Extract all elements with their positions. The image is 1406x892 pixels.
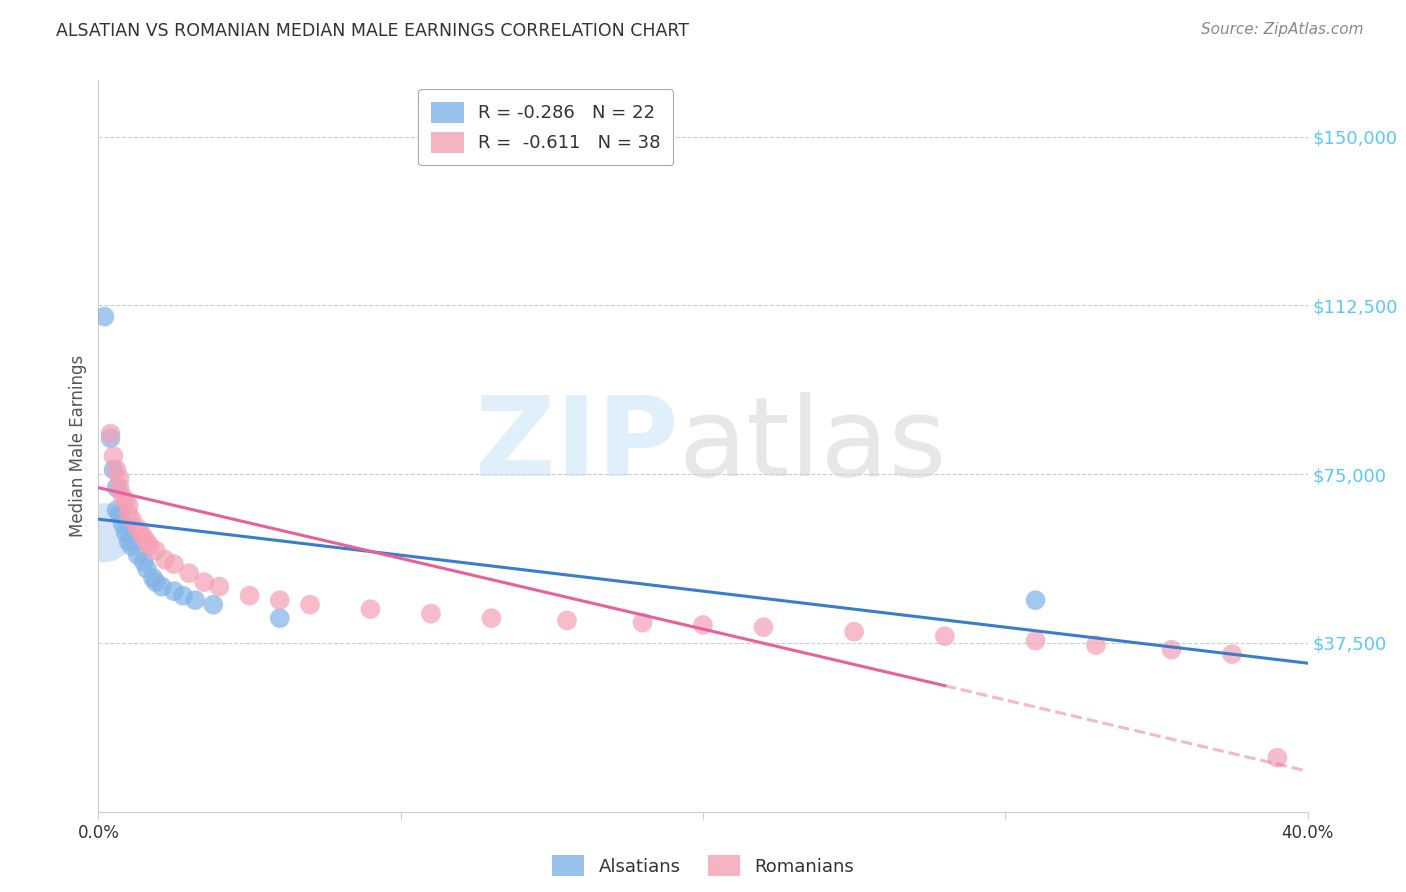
Point [127,521,149,535]
Legend: Alsatians, Romanians: Alsatians, Romanians [544,848,862,883]
Y-axis label: Median Male Earnings: Median Male Earnings [69,355,87,537]
Point [100,426,122,441]
Point [934,629,956,643]
Point [118,508,141,522]
Point [360,602,382,616]
Point [121,512,143,526]
Point [555,614,578,628]
Point [105,481,128,495]
Point [129,525,152,540]
Point [752,620,775,634]
Point [1085,638,1108,652]
Point [193,575,215,590]
Point [111,490,134,504]
Point [111,516,134,531]
Text: Source: ZipAtlas.com: Source: ZipAtlas.com [1201,22,1364,37]
Point [103,449,125,463]
Point [114,494,136,508]
Point [419,607,441,621]
Point [93,525,115,540]
Point [105,462,128,476]
Point [202,598,225,612]
Text: ZIP: ZIP [475,392,679,500]
Point [299,598,322,612]
Point [177,566,201,581]
Point [163,557,186,571]
Point [1024,633,1046,648]
Point [103,462,125,476]
Point [108,481,131,495]
Text: ALSATIAN VS ROMANIAN MEDIAN MALE EARNINGS CORRELATION CHART: ALSATIAN VS ROMANIAN MEDIAN MALE EARNING… [56,22,689,40]
Point [105,503,128,517]
Point [127,548,149,562]
Point [1160,642,1182,657]
Text: atlas: atlas [679,392,948,500]
Point [153,552,176,566]
Point [239,589,262,603]
Point [692,618,714,632]
Point [121,539,143,553]
Point [108,472,131,486]
Point [132,530,155,544]
Point [100,431,122,445]
Point [114,525,136,540]
Point [132,555,155,569]
Point [269,611,291,625]
Point [1265,750,1288,764]
Point [208,580,231,594]
Point [1024,593,1046,607]
Point [142,571,165,585]
Point [172,589,194,603]
Point [163,584,186,599]
Point [481,611,503,625]
Point [269,593,291,607]
Point [135,562,157,576]
Point [145,575,167,590]
Point [1220,647,1243,661]
Point [118,534,141,549]
Point [139,539,162,553]
Point [108,508,131,522]
Point [145,543,167,558]
Point [184,593,207,607]
Point [844,624,866,639]
Point [150,580,173,594]
Point [631,615,654,630]
Point [93,310,115,324]
Point [135,534,157,549]
Point [118,499,141,513]
